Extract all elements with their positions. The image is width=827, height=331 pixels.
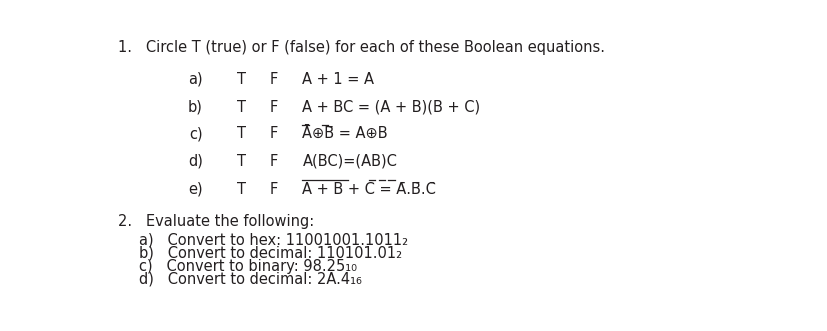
Text: e): e) [188,182,203,197]
Text: A(BC)=(AB)C: A(BC)=(AB)C [302,154,397,169]
Text: 1.   Circle T (true) or F (false) for each of these Boolean equations.: 1. Circle T (true) or F (false) for each… [117,40,604,56]
Text: d): d) [188,154,203,169]
Text: c): c) [189,126,203,141]
Text: Ā⊕B̄ = A⊕B: Ā⊕B̄ = A⊕B [302,126,388,141]
Text: T: T [237,154,246,169]
Text: T: T [237,100,246,115]
Text: F: F [269,126,277,141]
Text: c)   Convert to binary: 98.25₁₀: c) Convert to binary: 98.25₁₀ [139,259,356,274]
Text: F: F [269,72,277,87]
Text: A + BC = (A + B)(B + C): A + BC = (A + B)(B + C) [302,100,480,115]
Text: F: F [269,154,277,169]
Text: T: T [237,126,246,141]
Text: F: F [269,100,277,115]
Text: A + B + C = Ā.B̄.C̄: A + B + C = Ā.B̄.C̄ [302,182,436,197]
Text: F: F [269,182,277,197]
Text: b)   Convert to decimal: 110101.01₂: b) Convert to decimal: 110101.01₂ [139,246,401,260]
Text: T: T [237,72,246,87]
Text: b): b) [188,100,203,115]
Text: T: T [237,182,246,197]
Text: 2.   Evaluate the following:: 2. Evaluate the following: [117,214,313,229]
Text: d)   Convert to decimal: 2A.4₁₆: d) Convert to decimal: 2A.4₁₆ [139,272,361,287]
Text: a): a) [188,72,203,87]
Text: A + 1 = A: A + 1 = A [302,72,374,87]
Text: a)   Convert to hex: 11001001.1011₂: a) Convert to hex: 11001001.1011₂ [139,232,408,247]
